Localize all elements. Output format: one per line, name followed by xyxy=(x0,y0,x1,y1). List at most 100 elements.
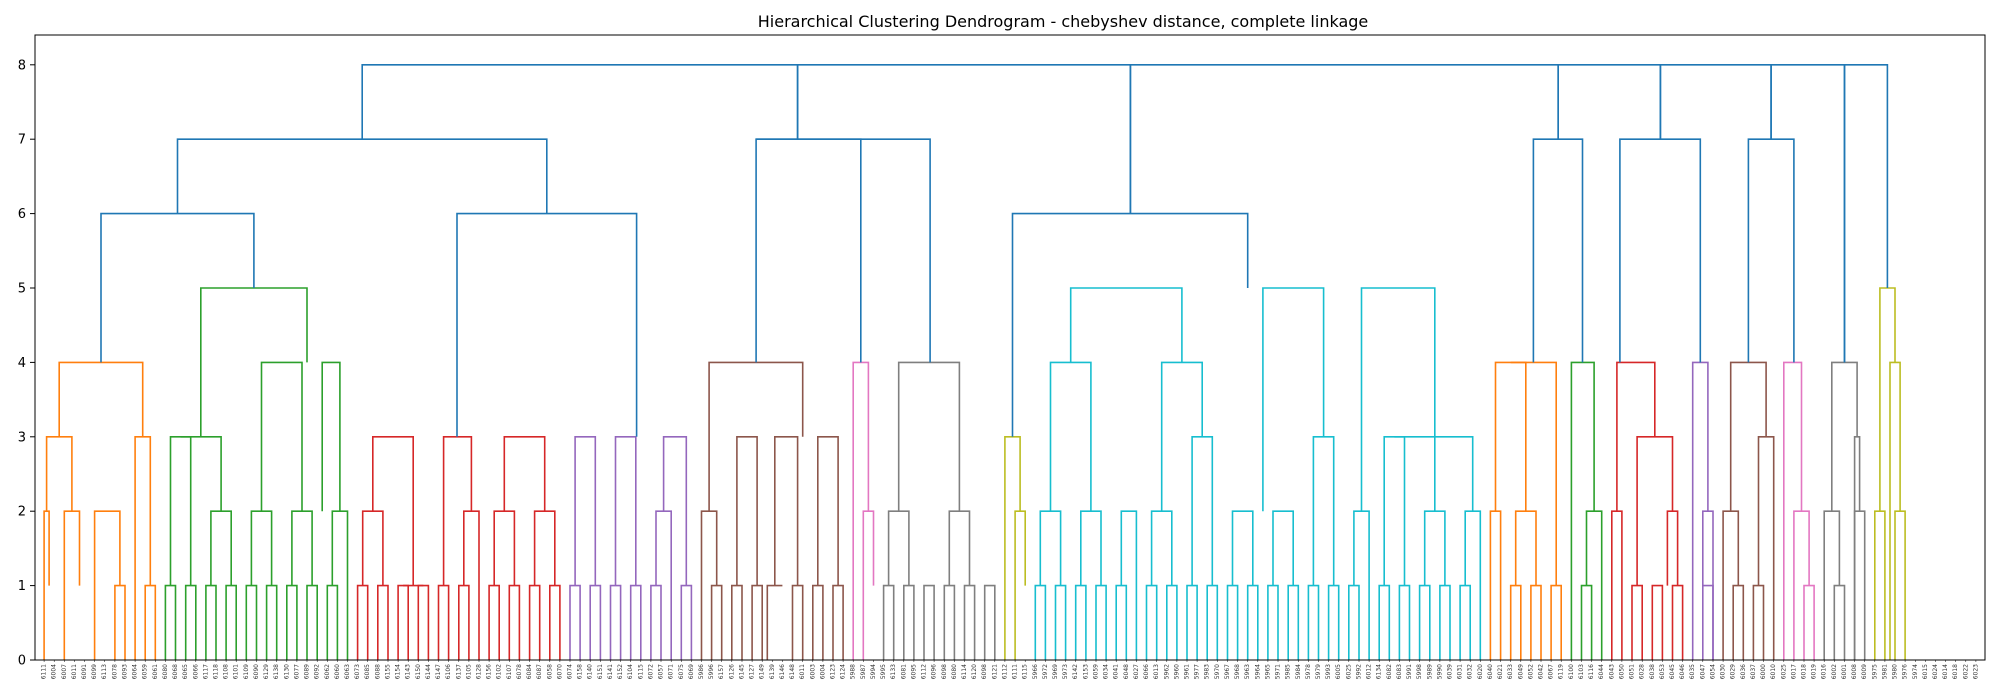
leaf-label: 5972 xyxy=(1042,664,1049,679)
leaf-label: 5988 xyxy=(850,664,857,679)
leaf-label: 5966 xyxy=(1032,664,1039,679)
leaf-label: 6121 xyxy=(991,664,998,679)
dendrogram-link xyxy=(923,584,935,660)
dendrogram-links xyxy=(43,64,1906,660)
leaf-label: 5979 xyxy=(1315,664,1322,679)
leaf-label: 6098 xyxy=(941,664,948,679)
leaf-label: 6004 xyxy=(51,664,58,679)
leaf-label: 6064 xyxy=(132,664,139,679)
leaf-label: 6018 xyxy=(1952,664,1959,679)
dendrogram-link xyxy=(93,510,121,660)
leaf-label: 6036 xyxy=(1740,664,1747,679)
leaf-label: 6058 xyxy=(546,664,553,679)
leaf-label: 6153 xyxy=(1082,664,1089,679)
leaf-label: 6096 xyxy=(931,664,938,679)
leaf-label: 6103 xyxy=(1578,664,1585,679)
y-tick-label: 1 xyxy=(18,579,26,594)
leaf-label: 6001 xyxy=(1841,664,1848,679)
leaf-label: 6092 xyxy=(314,664,321,679)
leaf-label: 6124 xyxy=(840,664,847,679)
leaf-label: 6044 xyxy=(1598,664,1605,679)
leaf-label: 6008 xyxy=(1851,664,1858,679)
leaf-label: 6059 xyxy=(1093,664,1100,679)
leaf-label: 5986 xyxy=(698,664,705,679)
leaf-label: 6032 xyxy=(1467,664,1474,679)
leaf-label: 6102 xyxy=(496,664,503,679)
leaf-label: 6071 xyxy=(668,664,675,679)
dendrogram-link xyxy=(1510,361,1557,586)
leaf-label: 5996 xyxy=(708,664,715,679)
leaf-label: 6080 xyxy=(951,664,958,679)
leaf-label: 6051 xyxy=(1629,664,1636,679)
leaf-label: 6007 xyxy=(61,664,68,679)
dendrogram-link xyxy=(1272,510,1294,586)
leaf-label: 6022 xyxy=(1962,664,1969,679)
plot-frame xyxy=(34,34,1986,661)
leaf-label: 6143 xyxy=(405,664,412,679)
leaf-label: 6068 xyxy=(172,664,179,679)
leaf-label: 6087 xyxy=(536,664,543,679)
leaf-label: 6128 xyxy=(476,664,483,679)
leaf-label: 6015 xyxy=(1922,664,1929,679)
leaf-label: 6069 xyxy=(688,664,695,679)
leaf-label: 6009 xyxy=(1861,664,1868,679)
leaf-label: 6104 xyxy=(627,664,634,679)
leaf-label: 6091 xyxy=(81,664,88,679)
leaf-label: 6139 xyxy=(769,664,776,679)
leaf-label: 5967 xyxy=(1224,664,1231,679)
leaf-label: 6119 xyxy=(1558,664,1565,679)
leaf-label: 6012 xyxy=(1366,664,1373,679)
leaf-label: 6142 xyxy=(1072,664,1079,679)
leaf-label: 5963 xyxy=(1244,664,1251,679)
leaf-label: 6061 xyxy=(152,664,159,679)
leaf-label: 6117 xyxy=(202,664,209,679)
leaf-label: 6024 xyxy=(1932,664,1939,679)
dendrogram-link xyxy=(614,436,637,586)
leaf-label: 6098 xyxy=(981,664,988,679)
leaf-label: 5970 xyxy=(1214,664,1221,679)
leaf-label: 6095 xyxy=(910,664,917,679)
leaf-label: 6078 xyxy=(111,664,118,679)
leaf-label: 6123 xyxy=(830,664,837,679)
dendrogram-link xyxy=(321,361,341,512)
dendrogram-link xyxy=(1262,287,1325,512)
leaf-label: 5991 xyxy=(1406,664,1413,679)
dendrogram-link xyxy=(756,138,862,363)
leaf-label: 6127 xyxy=(749,664,756,679)
leaf-labels: 6111 6004 6007 6011 6091 6099 6113 6078 6093 6064… xyxy=(41,660,1979,679)
leaf-label: 6029 xyxy=(1730,664,1737,679)
leaf-label: 6126 xyxy=(728,664,735,679)
leaf-label: 6107 xyxy=(506,664,513,679)
leaf-label: 5983 xyxy=(1204,664,1211,679)
leaf-label: 6093 xyxy=(122,664,129,679)
leaf-label: 6041 xyxy=(1113,664,1120,679)
leaf-label: 6023 xyxy=(1972,664,1979,679)
leaf-label: 5993 xyxy=(1325,664,1332,679)
leaf-label: 5965 xyxy=(1264,664,1271,679)
dendrogram-link xyxy=(1383,436,1406,586)
dendrogram-link xyxy=(1843,64,1889,363)
leaf-label: 6017 xyxy=(1790,664,1797,679)
leaf-label: 6137 xyxy=(455,664,462,679)
leaf-label: 6060 xyxy=(334,664,341,679)
dendrogram-link xyxy=(817,436,839,586)
dendrogram-link xyxy=(1616,361,1656,512)
leaf-label: 6025 xyxy=(1780,664,1787,679)
leaf-label: 5962 xyxy=(1163,664,1170,679)
leaf-label: 6059 xyxy=(142,664,149,679)
y-axis: 0 1 2 3 4 5 6 7 8 xyxy=(18,58,35,669)
leaf-label: 6105 xyxy=(465,664,472,679)
leaf-label: 6018 xyxy=(1801,664,1808,679)
leaf-label: 6083 xyxy=(1396,664,1403,679)
leaf-label: 6158 xyxy=(577,664,584,679)
leaf-label: 6114 xyxy=(961,664,968,679)
leaf-label: 6034 xyxy=(1103,664,1110,679)
leaf-label: 5990 xyxy=(1436,664,1443,679)
leaf-label: 6108 xyxy=(223,664,230,679)
leaf-label: 5975 xyxy=(1871,664,1878,679)
leaf-label: 6155 xyxy=(385,664,392,679)
y-tick-label: 8 xyxy=(18,58,26,73)
leaf-label: 6039 xyxy=(1447,664,1454,679)
leaf-label: 6011 xyxy=(71,664,78,679)
leaf-label: 6010 xyxy=(1770,664,1777,679)
